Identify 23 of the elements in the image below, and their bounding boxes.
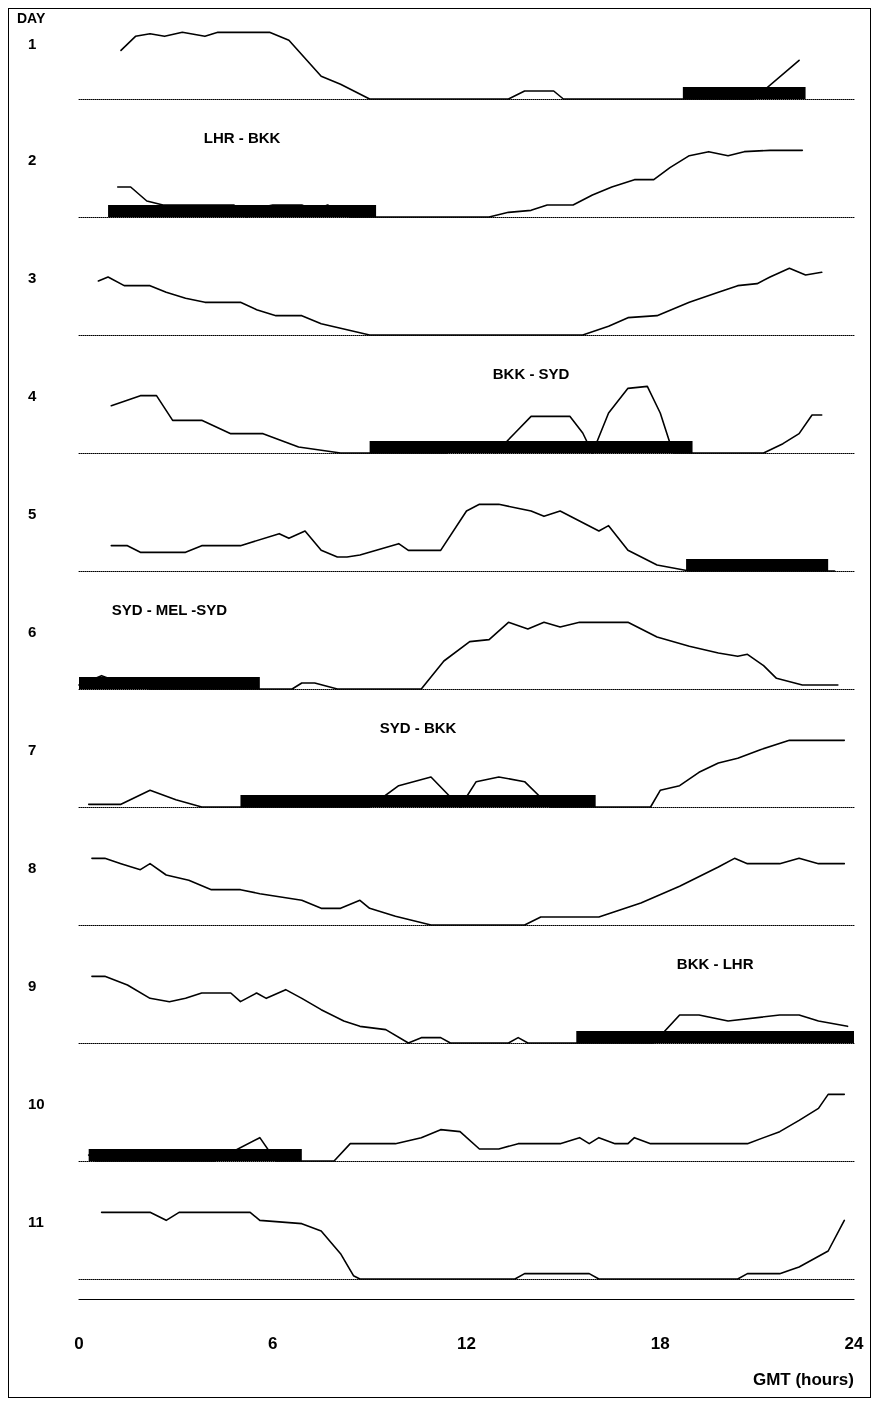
x-tick-label: 12 xyxy=(457,1334,476,1353)
chart-title: 1 xyxy=(28,35,37,52)
chart-title: 7 xyxy=(28,741,37,758)
band-label: SYD - MEL -SYD xyxy=(111,601,228,618)
chart-title: 5 xyxy=(28,505,37,522)
chart-title: 8 xyxy=(28,859,37,876)
text: DAY xyxy=(17,10,46,26)
chart-title: 2 xyxy=(28,151,37,168)
chart-title: 9 xyxy=(28,977,37,994)
x-axis-title: GMT (hours) xyxy=(752,1370,854,1389)
band-label: BKK - SYD xyxy=(492,365,570,382)
x-tick-label: 18 xyxy=(650,1334,670,1353)
band-label: BKK - LHR xyxy=(676,955,754,972)
chart-title: 4 xyxy=(28,387,37,404)
x-tick-label: 0 xyxy=(74,1334,84,1353)
chart-title: 11 xyxy=(28,1213,44,1230)
band-label: SYD - BKK xyxy=(379,719,457,736)
chart-title: 6 xyxy=(28,623,37,640)
chart-title: 3 xyxy=(28,269,37,286)
band-label: LHR - BKK xyxy=(203,129,281,146)
x-tick-label: 6 xyxy=(268,1334,278,1353)
x-tick-label: 24 xyxy=(844,1334,864,1353)
chart-title: 10 xyxy=(28,1095,45,1112)
